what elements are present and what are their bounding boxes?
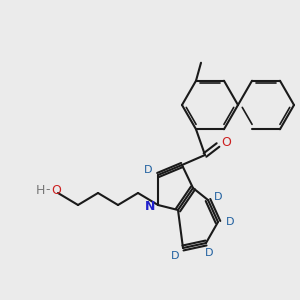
- Text: O: O: [51, 184, 61, 196]
- Text: D: D: [226, 217, 234, 227]
- Text: H: H: [35, 184, 45, 196]
- Text: D: D: [205, 248, 213, 258]
- Text: N: N: [145, 200, 155, 214]
- Text: D: D: [214, 192, 222, 202]
- Text: D: D: [144, 165, 152, 175]
- Text: O: O: [221, 136, 231, 149]
- Text: D: D: [171, 251, 179, 261]
- Text: -: -: [46, 184, 50, 196]
